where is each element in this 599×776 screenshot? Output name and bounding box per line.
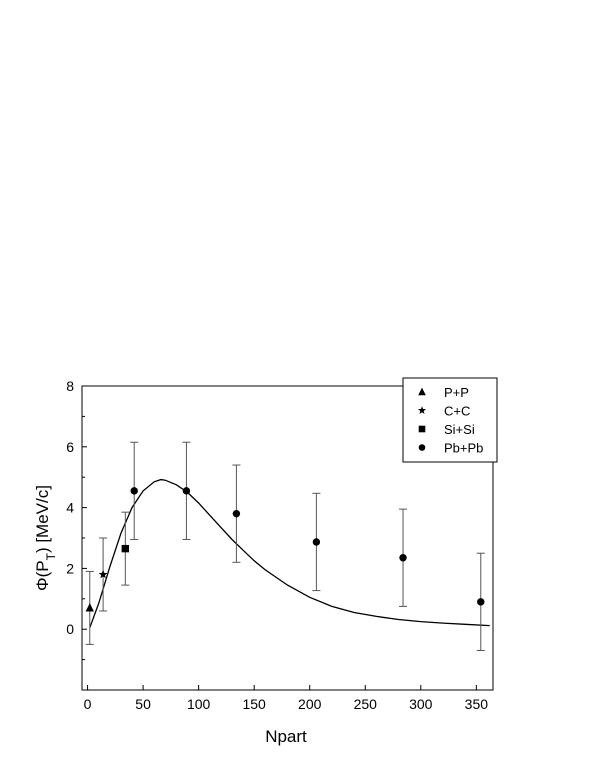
y-tick-label: 6 xyxy=(66,439,74,455)
star-marker xyxy=(98,569,108,579)
fit-curve-layer xyxy=(89,478,490,628)
legend-label: C+C xyxy=(444,404,470,419)
circle-marker xyxy=(232,509,241,518)
legend-label: Si+Si xyxy=(444,422,475,437)
triangle-marker xyxy=(85,603,94,612)
x-tick-label: 250 xyxy=(354,696,378,712)
square-marker xyxy=(418,425,426,433)
y-tick-label: 8 xyxy=(66,378,74,394)
x-tick-label: 0 xyxy=(84,696,92,712)
legend-box xyxy=(402,377,498,463)
y-tick-label: 2 xyxy=(66,560,74,576)
x-tick-label: 150 xyxy=(242,696,266,712)
circle-marker xyxy=(182,487,191,495)
y-tick-label: 0 xyxy=(66,621,74,637)
x-tick-label: 350 xyxy=(465,696,489,712)
data-points-layer xyxy=(85,441,485,651)
legend: P+P C+C Si+Si Pb+Pb xyxy=(402,377,498,463)
circle-marker xyxy=(418,444,426,451)
triangle-marker xyxy=(418,387,426,396)
x-tick-label: 300 xyxy=(409,696,433,712)
y-tick-label: 4 xyxy=(66,500,74,516)
legend-label: Pb+Pb xyxy=(444,441,483,456)
x-axis: 0 50 100 150 200 250 300 350 xyxy=(84,685,489,712)
x-tick-label: 100 xyxy=(187,696,211,712)
circle-marker xyxy=(399,554,407,562)
x-axis-label: Npart xyxy=(265,727,307,746)
star-marker xyxy=(417,406,427,414)
legend-label: P+P xyxy=(444,385,469,400)
fit-curve xyxy=(89,478,490,628)
y-axis-label: Φ(PT) [MeV/c] xyxy=(33,485,58,591)
circle-marker xyxy=(312,538,321,546)
circle-marker xyxy=(477,598,485,606)
y-axis: 0 2 4 6 8 xyxy=(66,378,87,661)
x-tick-label: 200 xyxy=(298,696,322,712)
square-marker xyxy=(121,544,130,553)
circle-marker xyxy=(130,487,138,495)
x-tick-label: 50 xyxy=(135,696,151,712)
